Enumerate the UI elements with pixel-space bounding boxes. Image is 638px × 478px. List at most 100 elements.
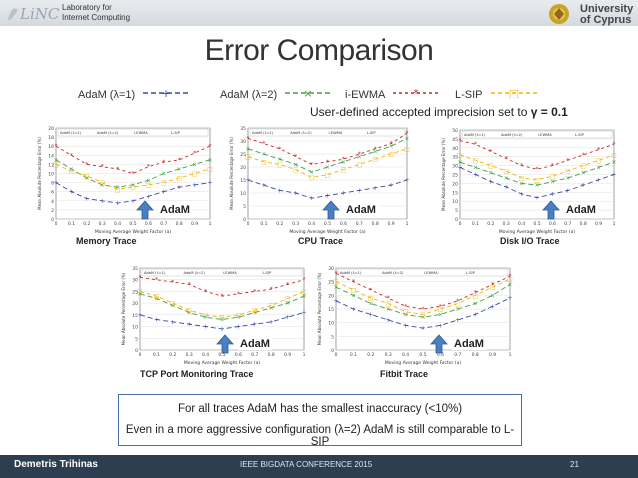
adam-annotation-label-0: AdaM [158,203,192,216]
mini-legend-label-1: AdaM (λ=2) [184,271,206,275]
x-tick-label-10: 1 [209,221,212,227]
chart-1: 0 5 10 15 20 25 30 35 0 0.1 0.2 0.3 0.4 0.5 0.6 0.7 0.8 0… [228,120,413,235]
data-point-0-5: + [130,198,135,205]
data-point-0-5: + [420,325,425,332]
mini-legend-box [57,128,209,137]
data-point-0-9: + [389,182,394,189]
data-point-1-7: × [455,306,460,313]
data-point-1-1: × [154,295,159,302]
trace-label-0: Memory Trace [76,236,137,246]
y-tick-label-0: 0 [51,217,54,223]
x-tick-label-0: 0 [459,221,462,227]
notes-box: For all traces AdaM has the smallest ina… [118,394,522,448]
adam-annotation-3: AdaM [216,334,272,354]
data-point-2-0: * [55,143,58,150]
data-point-0-9: + [192,182,197,189]
data-point-0-10: + [404,177,409,184]
legend-label-1: AdaM (λ=2) [220,89,278,101]
university-name: University of Cyprus [580,4,633,26]
y-tick-label-0: 0 [243,217,246,223]
data-point-1-7: × [565,175,570,182]
y-tick-label-9: 18 [48,135,54,141]
y-tick-label-8: 40 [452,146,458,152]
data-point-0-5: + [534,195,539,202]
y-tick-label-5: 25 [328,280,334,286]
x-axis-label: Moving Average Weight Factor (a) [289,229,365,235]
data-point-3-2: □ [170,300,176,307]
note-1: For all traces AdaM has the smallest ina… [177,403,463,415]
legend-item-1: AdaM (λ=2) × [220,87,333,101]
data-point-1-5: × [325,164,330,171]
slide-title: Error Comparison [204,34,434,67]
y-tick-label-7: 35 [132,266,138,272]
x-tick-label-2: 0.2 [487,221,494,227]
data-point-3-7: □ [356,161,362,168]
data-point-3-5: □ [130,184,136,191]
x-tick-label-7: 0.7 [564,221,571,227]
y-tick-label-2: 10 [132,325,138,331]
y-tick-label-10: 50 [452,128,458,134]
y-tick-label-6: 30 [452,164,458,170]
data-point-1-3: × [100,182,105,189]
mini-legend-label-3: L-SIP [171,131,181,135]
up-arrow-icon [430,334,448,354]
series-line-0 [459,166,615,199]
data-point-3-2: □ [84,173,90,180]
legend-marker-3: □ [508,88,518,98]
data-point-2-7: * [358,151,361,158]
data-point-0-1: + [261,182,266,189]
data-point-2-10: * [406,130,409,137]
data-point-3-7: □ [252,307,258,314]
data-point-3-0: □ [53,161,59,168]
data-point-1-7: × [357,154,362,161]
data-point-3-10: □ [507,276,513,283]
data-point-0-10: + [301,310,306,317]
data-point-1-9: × [596,164,601,171]
mini-legend-label-2: i-EWMA [424,271,438,275]
data-point-1-7: × [252,310,257,317]
data-point-0-2: + [368,311,373,318]
data-point-0-0: + [245,177,250,184]
lab-line-2: Internet Computing [62,13,131,22]
y-axis-label: Mean Absolute Percentage Error (%) [37,137,42,210]
data-point-1-3: × [187,310,192,317]
data-point-2-10: * [613,141,616,148]
data-point-2-4: * [310,161,313,168]
data-point-1-4: × [403,311,408,318]
series-line-1 [55,159,211,188]
university-seal-icon [549,4,569,24]
header-bar [0,0,638,26]
footer-conference: IEEE BIGDATA CONFERENCE 2015 [240,460,373,469]
data-point-1-10: × [507,281,512,288]
y-tick-label-4: 20 [240,165,246,171]
x-tick-label-4: 0.4 [202,352,209,358]
data-point-1-10: × [611,159,616,166]
data-point-2-9: * [390,141,393,148]
data-point-2-0: * [459,138,462,145]
up-arrow-icon [136,200,154,220]
up-arrow-icon [542,200,560,220]
data-point-0-7: + [455,317,460,324]
up-arrow-icon [216,334,234,354]
data-point-2-6: * [147,164,150,171]
data-point-1-8: × [269,305,274,312]
uni-line-1: University [580,3,634,15]
data-point-3-1: □ [261,159,267,166]
y-tick-label-7: 35 [240,126,246,132]
y-tick-label-4: 8 [51,181,54,187]
x-tick-label-1: 0.1 [68,221,75,227]
data-point-1-6: × [236,314,241,321]
data-point-1-3: × [504,175,509,182]
data-point-0-6: + [146,193,151,200]
legend-item-3: L-SIP □ [455,87,539,101]
data-point-3-8: □ [580,163,586,170]
data-point-0-0: + [137,312,142,319]
data-point-0-6: + [550,191,555,198]
subtitle-prefix: User-defined accepted imprecision set to [310,105,531,119]
data-point-1-3: × [386,306,391,313]
data-point-1-10: × [301,293,306,300]
data-point-2-3: * [294,154,297,161]
data-point-1-8: × [581,170,586,177]
mini-legend-box [249,128,406,137]
data-point-1-2: × [170,302,175,309]
